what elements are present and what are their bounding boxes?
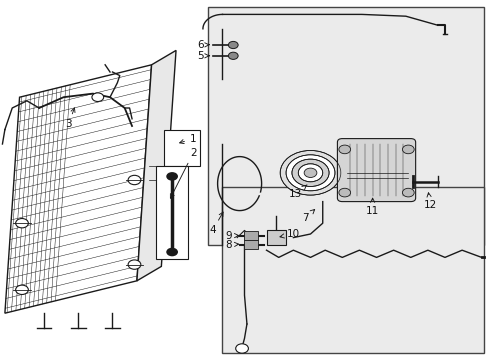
Text: 9: 9 bbox=[224, 231, 238, 241]
Polygon shape bbox=[137, 50, 176, 281]
Circle shape bbox=[92, 93, 103, 102]
Bar bbox=[163, 130, 200, 166]
Bar bbox=[244, 240, 258, 249]
Text: 7: 7 bbox=[302, 210, 314, 223]
Circle shape bbox=[128, 175, 141, 185]
Text: 13: 13 bbox=[288, 185, 306, 199]
Circle shape bbox=[128, 260, 141, 269]
Circle shape bbox=[285, 155, 334, 191]
Circle shape bbox=[228, 41, 238, 49]
Circle shape bbox=[235, 344, 248, 353]
FancyBboxPatch shape bbox=[337, 139, 415, 202]
Text: 11: 11 bbox=[365, 198, 379, 216]
Circle shape bbox=[402, 145, 413, 154]
Circle shape bbox=[402, 188, 413, 197]
Text: 10: 10 bbox=[280, 229, 299, 239]
Bar bbox=[156, 166, 188, 259]
Circle shape bbox=[166, 172, 178, 181]
Circle shape bbox=[280, 150, 340, 195]
Circle shape bbox=[291, 159, 328, 186]
Text: 8: 8 bbox=[224, 240, 238, 250]
Circle shape bbox=[298, 164, 322, 182]
Text: 3: 3 bbox=[65, 108, 75, 129]
Bar bbox=[222, 187, 483, 353]
Text: 6: 6 bbox=[197, 40, 209, 50]
Circle shape bbox=[228, 52, 238, 59]
Bar bbox=[207, 7, 483, 245]
Circle shape bbox=[16, 285, 28, 294]
Bar bbox=[266, 230, 285, 245]
Circle shape bbox=[304, 168, 316, 177]
Text: 4: 4 bbox=[209, 212, 223, 235]
Circle shape bbox=[338, 188, 350, 197]
Circle shape bbox=[338, 145, 350, 154]
Text: 2: 2 bbox=[170, 148, 196, 198]
Text: 12: 12 bbox=[423, 193, 436, 210]
Text: 1: 1 bbox=[179, 134, 196, 144]
Bar bbox=[244, 231, 258, 240]
Circle shape bbox=[16, 219, 28, 228]
Circle shape bbox=[166, 248, 178, 256]
Text: 5: 5 bbox=[197, 51, 209, 61]
Polygon shape bbox=[5, 65, 151, 313]
